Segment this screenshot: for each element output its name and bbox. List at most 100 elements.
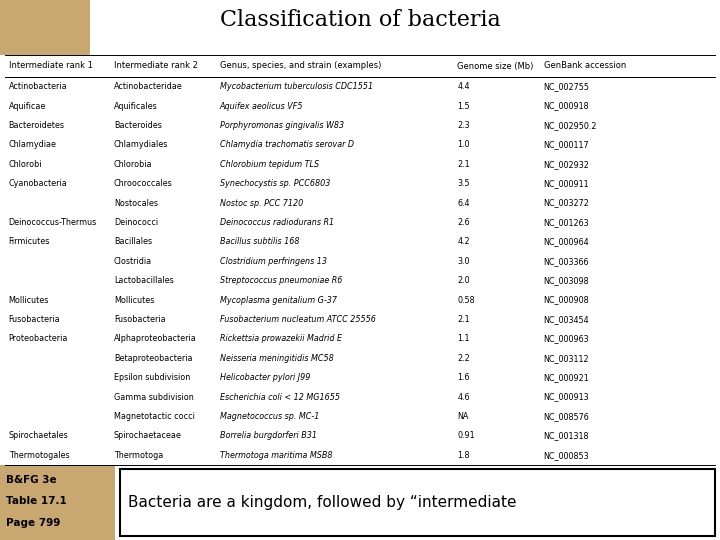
Text: 1.0: 1.0 [457, 140, 469, 150]
Text: NC_003366: NC_003366 [544, 257, 589, 266]
Text: Chlorobia: Chlorobia [114, 160, 152, 169]
Text: 3.0: 3.0 [457, 257, 469, 266]
Text: Gamma subdivision: Gamma subdivision [114, 393, 194, 402]
Text: Thermotogales: Thermotogales [9, 451, 69, 460]
Text: NC_003272: NC_003272 [544, 199, 590, 207]
Text: Actinobacteridae: Actinobacteridae [114, 82, 182, 91]
Text: Nostoc sp. PCC 7120: Nostoc sp. PCC 7120 [220, 199, 303, 207]
Text: Chlamydia trachomatis serovar D: Chlamydia trachomatis serovar D [220, 140, 354, 150]
Text: 2.1: 2.1 [457, 160, 470, 169]
Text: NC_000911: NC_000911 [544, 179, 589, 188]
Text: Betaproteobacteria: Betaproteobacteria [114, 354, 192, 363]
Text: NC_000964: NC_000964 [544, 238, 589, 246]
Text: Proteobacteria: Proteobacteria [9, 334, 68, 343]
Text: 4.6: 4.6 [457, 393, 469, 402]
Text: Aquificae: Aquificae [9, 102, 46, 111]
Text: Deinococci: Deinococci [114, 218, 158, 227]
Text: 1.1: 1.1 [457, 334, 469, 343]
Text: Spirochaetales: Spirochaetales [9, 431, 68, 441]
Text: Magnetotactic cocci: Magnetotactic cocci [114, 412, 194, 421]
Text: Epsilon subdivision: Epsilon subdivision [114, 373, 190, 382]
Text: Chlamydiales: Chlamydiales [114, 140, 168, 150]
Text: Mycobacterium tuberculosis CDC1551: Mycobacterium tuberculosis CDC1551 [220, 82, 373, 91]
Bar [0, 0, 90, 55]
Text: Lactobacillales: Lactobacillales [114, 276, 174, 285]
Text: NC_000921: NC_000921 [544, 373, 590, 382]
Text: Borrelia burgdorferi B31: Borrelia burgdorferi B31 [220, 431, 317, 441]
Text: NC_003112: NC_003112 [544, 354, 589, 363]
Text: Deinococcus-Thermus: Deinococcus-Thermus [9, 218, 97, 227]
Text: 1.6: 1.6 [457, 373, 469, 382]
Text: 2.6: 2.6 [457, 218, 470, 227]
Text: Intermediate rank 1: Intermediate rank 1 [9, 62, 92, 71]
Text: 4.2: 4.2 [457, 238, 470, 246]
Text: GenBank accession: GenBank accession [544, 62, 626, 71]
Text: Bacteroides: Bacteroides [114, 121, 161, 130]
Text: 0.91: 0.91 [457, 431, 474, 441]
Text: Deinococcus radiodurans R1: Deinococcus radiodurans R1 [220, 218, 334, 227]
Text: Neisseria meningitidis MC58: Neisseria meningitidis MC58 [220, 354, 333, 363]
Text: Bacillales: Bacillales [114, 238, 152, 246]
Text: Fusobacterium nucleatum ATCC 25556: Fusobacterium nucleatum ATCC 25556 [220, 315, 375, 324]
Text: Clostridia: Clostridia [114, 257, 152, 266]
Text: Bacteroidetes: Bacteroidetes [9, 121, 65, 130]
Text: B&FG 3e: B&FG 3e [6, 475, 57, 485]
Text: Firmicutes: Firmicutes [9, 238, 50, 246]
Text: Synechocystis sp. PCC6803: Synechocystis sp. PCC6803 [220, 179, 330, 188]
Bar [0, 465, 115, 540]
Text: Mycoplasma genitalium G-37: Mycoplasma genitalium G-37 [220, 295, 337, 305]
Text: NC_000913: NC_000913 [544, 393, 589, 402]
Text: Fusobacteria: Fusobacteria [114, 315, 166, 324]
Text: 0.58: 0.58 [457, 295, 474, 305]
Text: Escherichia coli < 12 MG1655: Escherichia coli < 12 MG1655 [220, 393, 340, 402]
Text: NC_000853: NC_000853 [544, 451, 589, 460]
Text: NC_002755: NC_002755 [544, 82, 590, 91]
Text: 1.8: 1.8 [457, 451, 469, 460]
Text: Clostridium perfringens 13: Clostridium perfringens 13 [220, 257, 327, 266]
Text: Cyanobacteria: Cyanobacteria [9, 179, 68, 188]
Text: Chroococcales: Chroococcales [114, 179, 173, 188]
Text: NC_000918: NC_000918 [544, 102, 589, 111]
Text: Streptococcus pneumoniae R6: Streptococcus pneumoniae R6 [220, 276, 342, 285]
Text: NC_003454: NC_003454 [544, 315, 589, 324]
Text: Helicobacter pylori J99: Helicobacter pylori J99 [220, 373, 310, 382]
Text: Genome size (Mb): Genome size (Mb) [457, 62, 534, 71]
Text: Genus, species, and strain (examples): Genus, species, and strain (examples) [220, 62, 381, 71]
Text: Chlorobi: Chlorobi [9, 160, 42, 169]
Text: NC_001263: NC_001263 [544, 218, 589, 227]
Text: 2.0: 2.0 [457, 276, 470, 285]
Text: Table 17.1: Table 17.1 [6, 496, 67, 507]
Text: Classification of bacteria: Classification of bacteria [220, 9, 500, 31]
Text: NC_000963: NC_000963 [544, 334, 589, 343]
Text: NA: NA [457, 412, 469, 421]
Text: Alphaproteobacteria: Alphaproteobacteria [114, 334, 197, 343]
Text: NC_001318: NC_001318 [544, 431, 589, 441]
Text: Chlorobium tepidum TLS: Chlorobium tepidum TLS [220, 160, 319, 169]
Text: Fusobacteria: Fusobacteria [9, 315, 60, 324]
Text: 3.5: 3.5 [457, 179, 470, 188]
Text: Thermotoga: Thermotoga [114, 451, 163, 460]
Text: 6.4: 6.4 [457, 199, 469, 207]
Text: 2.3: 2.3 [457, 121, 470, 130]
Text: NC_008576: NC_008576 [544, 412, 590, 421]
Text: Aquifex aeolicus VF5: Aquifex aeolicus VF5 [220, 102, 303, 111]
Text: NC_000117: NC_000117 [544, 140, 589, 150]
Text: Spirochaetaceae: Spirochaetaceae [114, 431, 181, 441]
FancyBboxPatch shape [120, 469, 715, 536]
Text: Thermotoga maritima MSB8: Thermotoga maritima MSB8 [220, 451, 332, 460]
Text: NC_000908: NC_000908 [544, 295, 589, 305]
Text: 4.4: 4.4 [457, 82, 469, 91]
Text: Actinobacteria: Actinobacteria [9, 82, 67, 91]
Text: Chlamydiae: Chlamydiae [9, 140, 57, 150]
Text: 2.2: 2.2 [457, 354, 470, 363]
Text: Intermediate rank 2: Intermediate rank 2 [114, 62, 197, 71]
Text: 1.5: 1.5 [457, 102, 470, 111]
Text: 2.1: 2.1 [457, 315, 470, 324]
Text: Nostocales: Nostocales [114, 199, 158, 207]
Text: Mollicutes: Mollicutes [9, 295, 49, 305]
Text: Mollicutes: Mollicutes [114, 295, 154, 305]
Text: Magnetococcus sp. MC-1: Magnetococcus sp. MC-1 [220, 412, 319, 421]
Text: Rickettsia prowazekii Madrid E: Rickettsia prowazekii Madrid E [220, 334, 341, 343]
Text: Porphyromonas gingivalis W83: Porphyromonas gingivalis W83 [220, 121, 343, 130]
Text: NC_002932: NC_002932 [544, 160, 590, 169]
